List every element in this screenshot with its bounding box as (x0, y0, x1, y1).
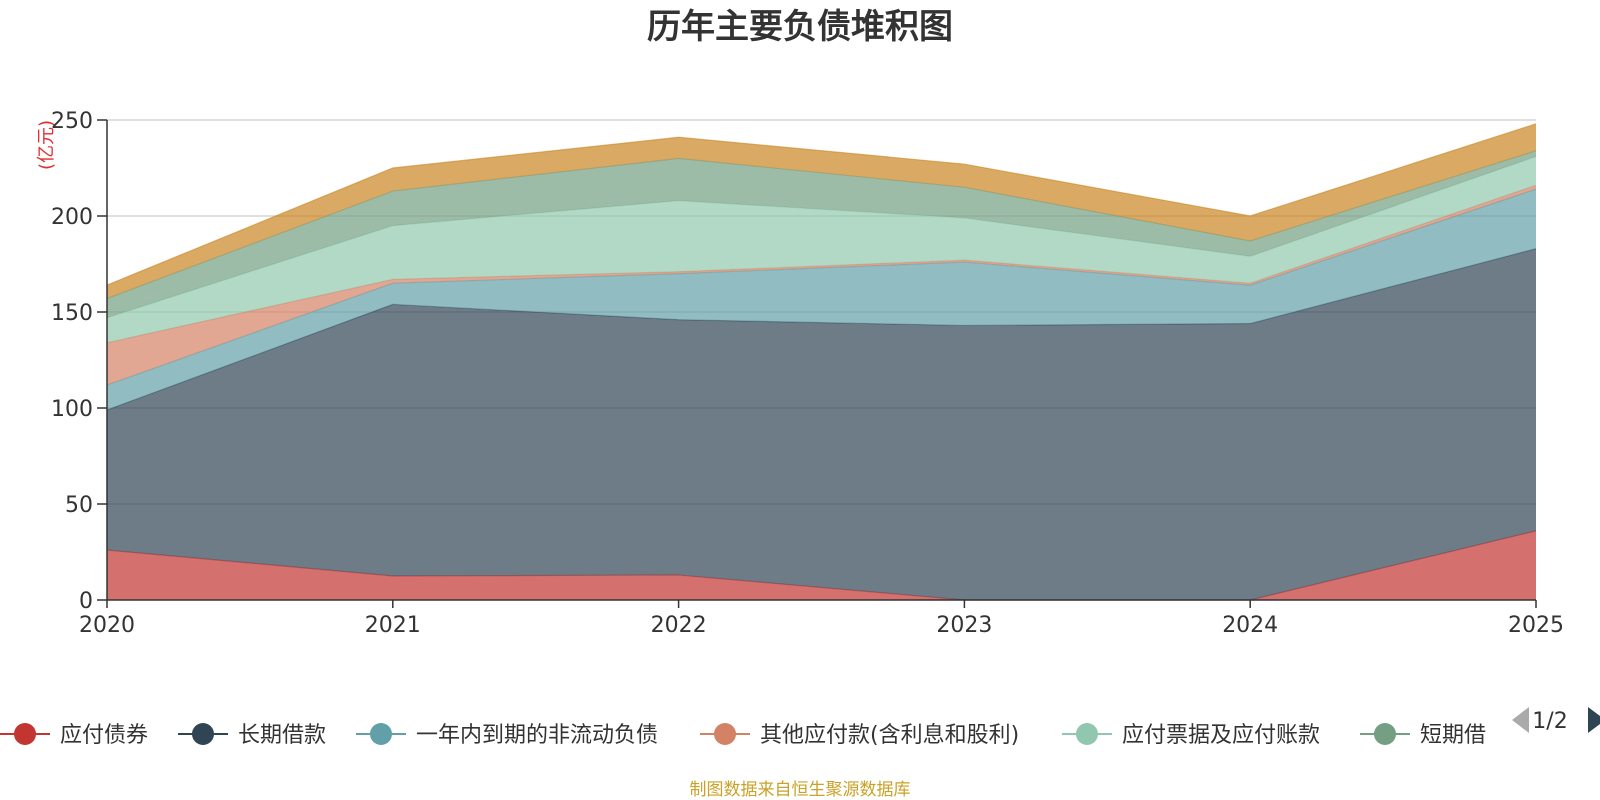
legend-item[interactable]: 应付票据及应付账款 (1062, 723, 1320, 748)
x-tick-label: 2024 (1222, 613, 1278, 638)
area-其他应付款(含利息和股利)[interactable] (107, 185, 1536, 385)
legend-item[interactable]: 应付债券 (0, 723, 148, 748)
x-tick-label: 2022 (651, 613, 707, 638)
x-tick-label: 2023 (936, 613, 992, 638)
area-一年内到期的非流动负债[interactable] (107, 189, 1536, 410)
y-tick-label: 150 (51, 301, 93, 326)
legend-label: 应付票据及应付账款 (1122, 723, 1320, 748)
legend-prev-arrow-icon[interactable] (1512, 707, 1529, 733)
legend-marker-icon (714, 723, 736, 745)
legend-marker-icon (1076, 723, 1098, 745)
legend-pager: 1/2 (1512, 707, 1600, 734)
legend-item[interactable]: 一年内到期的非流动负债 (356, 723, 658, 748)
data-source-note: 制图数据来自恒生聚源数据库 (690, 780, 911, 800)
legend-marker-icon (370, 723, 392, 745)
legend-label: 短期借 (1420, 723, 1486, 748)
y-axis-unit-label: (亿元) (36, 120, 57, 170)
legend-next-arrow-icon[interactable] (1588, 707, 1600, 733)
area-应付票据及应付账款[interactable] (107, 156, 1536, 343)
area-短期借款[interactable] (107, 150, 1536, 318)
y-tick-label: 250 (51, 109, 93, 134)
area-长期借款[interactable] (107, 248, 1536, 600)
legend-marker-icon (1374, 723, 1396, 745)
area-其他[interactable] (107, 123, 1536, 299)
y-tick-label: 100 (51, 397, 93, 422)
legend-label: 应付债券 (60, 723, 148, 748)
y-tick-label: 0 (79, 589, 93, 614)
series-line-其他 (106, 123, 1537, 286)
series-line-其他应付款(含利息和股利) (106, 184, 1537, 344)
y-tick-label: 200 (51, 205, 93, 230)
legend-item[interactable]: 长期借款 (178, 723, 326, 748)
series-line-短期借款 (106, 150, 1537, 300)
legend-page-indicator: 1/2 (1532, 709, 1567, 734)
legend-label: 长期借款 (238, 723, 326, 748)
legend-marker-icon (192, 723, 214, 745)
legend-label: 其他应付款(含利息和股利) (760, 723, 1019, 748)
x-tick-label: 2025 (1508, 613, 1564, 638)
y-tick-label: 50 (65, 493, 93, 518)
x-tick-label: 2020 (79, 613, 135, 638)
x-tick-label: 2021 (365, 613, 421, 638)
area-应付债券[interactable] (107, 530, 1536, 600)
legend-marker-icon (14, 723, 36, 745)
legend-label: 一年内到期的非流动负债 (416, 723, 658, 748)
stacked-areas (106, 123, 1537, 601)
chart-title: 历年主要负债堆积图 (647, 7, 953, 47)
axes: 0 50 100 150 200 250 2020 2021 2022 2023 2024 2025 (51, 109, 1564, 638)
legend-item[interactable]: 短期借 (1360, 723, 1486, 748)
legend: 应付债券 长期借款 一年内到期的非流动负债 其他应付款(含利息和股利) 应付票据及应付账… (0, 723, 1486, 748)
legend-item[interactable]: 其他应付款(含利息和股利) (700, 723, 1019, 748)
